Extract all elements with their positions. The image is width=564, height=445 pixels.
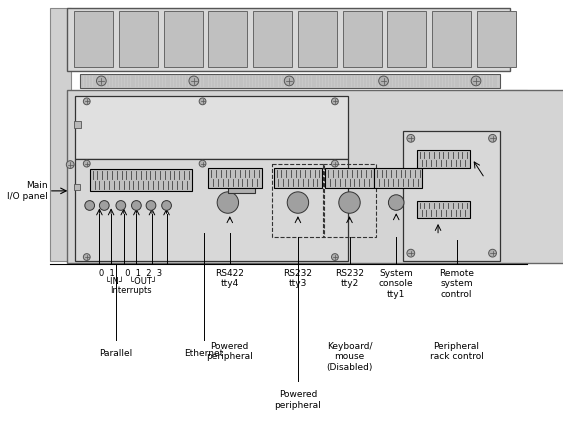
Bar: [80, 74, 500, 88]
Text: Powered
peripheral: Powered peripheral: [275, 390, 321, 410]
Bar: [209, 11, 248, 67]
Circle shape: [83, 254, 90, 260]
Circle shape: [83, 160, 90, 167]
Circle shape: [332, 160, 338, 167]
Bar: [505, 90, 527, 263]
Bar: [477, 11, 516, 67]
Circle shape: [189, 76, 199, 86]
Text: 0  1    0  1  2  3: 0 1 0 1 2 3: [99, 269, 162, 278]
Text: Keyboard/
mouse
(Disabled): Keyboard/ mouse (Disabled): [327, 342, 373, 372]
Circle shape: [287, 192, 309, 213]
Circle shape: [96, 76, 106, 86]
Circle shape: [332, 254, 338, 260]
Circle shape: [332, 98, 338, 105]
Circle shape: [471, 76, 481, 86]
Circle shape: [407, 134, 415, 142]
Circle shape: [83, 98, 90, 105]
Bar: [387, 11, 426, 67]
Bar: [74, 184, 80, 190]
Bar: [67, 90, 564, 263]
Circle shape: [67, 161, 74, 169]
Text: Interrupts: Interrupts: [110, 286, 151, 295]
Bar: [209, 169, 262, 188]
Circle shape: [146, 201, 156, 210]
Bar: [67, 8, 510, 71]
Bar: [374, 169, 422, 188]
Circle shape: [116, 201, 126, 210]
Circle shape: [131, 201, 141, 210]
Circle shape: [199, 160, 206, 167]
Circle shape: [488, 134, 496, 142]
Circle shape: [85, 201, 95, 210]
Text: Remote
system
control: Remote system control: [439, 269, 474, 299]
Bar: [50, 8, 71, 261]
Circle shape: [339, 192, 360, 213]
Bar: [274, 169, 322, 188]
Text: └IN┘  └OUT┘: └IN┘ └OUT┘: [104, 278, 156, 287]
Circle shape: [217, 192, 239, 213]
Bar: [417, 201, 470, 218]
Bar: [403, 130, 500, 261]
Circle shape: [407, 249, 415, 257]
Text: RS232
tty3: RS232 tty3: [284, 269, 312, 288]
Circle shape: [457, 161, 465, 169]
Bar: [119, 11, 158, 67]
Bar: [432, 11, 471, 67]
Circle shape: [378, 76, 389, 86]
Text: RS232
tty2: RS232 tty2: [335, 269, 364, 288]
Circle shape: [284, 76, 294, 86]
Bar: [343, 11, 382, 67]
Circle shape: [389, 195, 404, 210]
Circle shape: [488, 249, 496, 257]
Bar: [74, 121, 81, 128]
Text: System
console
tty1: System console tty1: [379, 269, 413, 299]
Bar: [228, 175, 255, 193]
Bar: [272, 164, 324, 237]
Text: Peripheral
rack control: Peripheral rack control: [430, 342, 483, 361]
Bar: [417, 150, 470, 167]
Bar: [90, 170, 192, 191]
Bar: [323, 164, 376, 237]
Bar: [75, 96, 347, 159]
Text: RS422
tty4: RS422 tty4: [215, 269, 244, 288]
Bar: [74, 11, 113, 67]
Text: Parallel: Parallel: [99, 349, 133, 359]
Text: Main
I/O panel: Main I/O panel: [7, 181, 48, 201]
Circle shape: [199, 98, 206, 105]
Text: Ethernet: Ethernet: [184, 349, 223, 359]
Text: Powered
peripheral: Powered peripheral: [206, 342, 253, 361]
Bar: [325, 169, 374, 188]
Circle shape: [162, 201, 171, 210]
Circle shape: [99, 201, 109, 210]
Bar: [164, 11, 202, 67]
Bar: [75, 159, 347, 261]
Bar: [253, 11, 292, 67]
Bar: [298, 11, 337, 67]
